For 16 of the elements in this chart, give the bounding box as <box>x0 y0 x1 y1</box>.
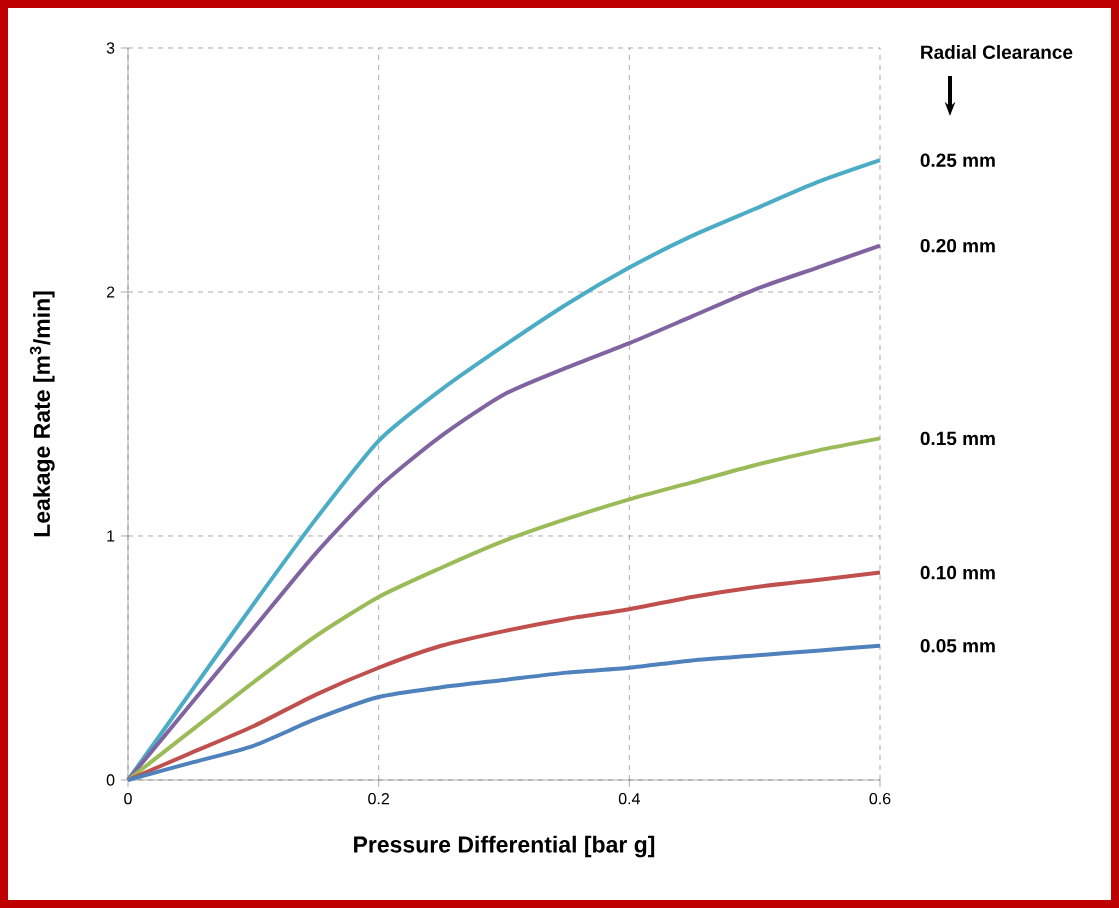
x-tick-label: 0 <box>124 793 132 805</box>
legend-title: Radial Clearance <box>921 45 1073 59</box>
y-tick-label: 1 <box>107 530 115 542</box>
x-axis-title: Pressure Differential [bar g] <box>354 835 655 858</box>
x-tick-label: 0.6 <box>869 793 891 805</box>
y-tick-label: 0 <box>106 774 115 786</box>
x-tick-label: 0.2 <box>368 793 389 805</box>
y-tick-label: 3 <box>106 42 115 54</box>
text: 0.15 mm <box>920 431 995 446</box>
text: 0.05 mm <box>920 639 995 653</box>
text: 0.20 mm <box>920 238 995 253</box>
text: 0.25 mm <box>920 153 995 167</box>
x-tick-label: 0.4 <box>618 793 640 805</box>
text: 0.10 mm <box>920 565 995 580</box>
y-tick-label: 2 <box>106 286 115 298</box>
y-axis-title: Leakage Rate [m$^{3}$/min] <box>29 291 55 537</box>
